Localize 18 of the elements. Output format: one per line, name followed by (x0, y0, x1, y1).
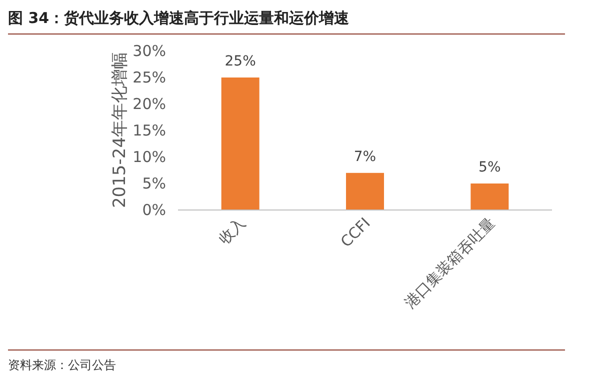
y-tick-label: 20% (132, 95, 166, 113)
y-tick-label: 0% (142, 201, 166, 219)
y-tick-label: 10% (132, 148, 166, 166)
chart-title: 图 34：货代业务收入增速高于行业运量和运价增速 (8, 9, 350, 27)
data-label: 5% (478, 160, 501, 176)
bar (221, 78, 260, 210)
y-tick-label: 30% (132, 42, 166, 60)
y-tick-label: 15% (132, 122, 166, 140)
x-tick-label: 收入 (215, 214, 250, 248)
y-axis-title: 2015-24年年化增幅 (110, 52, 130, 208)
text: 资料来源：公司公告 (8, 358, 116, 372)
bar (470, 184, 509, 210)
data-label: 7% (354, 148, 376, 165)
bar (346, 172, 384, 210)
y-tick-label: 25% (132, 68, 166, 86)
data-label: 25% (224, 54, 256, 70)
x-tick-label: 港口集装箱吞吐量 (400, 214, 498, 312)
y-tick-label: 5% (142, 174, 166, 192)
